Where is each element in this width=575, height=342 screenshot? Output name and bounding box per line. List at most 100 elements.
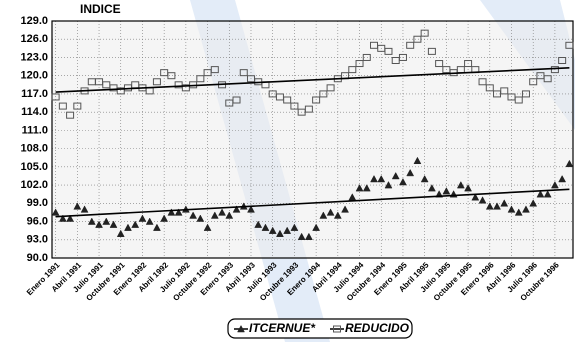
square-marker: [435, 60, 444, 68]
triangle-marker: [218, 208, 226, 216]
triangle-marker: [254, 220, 263, 228]
triangle-marker: [160, 214, 169, 222]
triangle-marker: [297, 232, 306, 240]
legend-box: [227, 318, 413, 339]
triangle-marker: [196, 214, 205, 222]
chart-title: INDICE: [80, 2, 121, 16]
triangle-marker: [399, 178, 407, 186]
square-marker: [283, 96, 292, 104]
square-marker: [413, 35, 422, 43]
triangle-marker: [565, 159, 574, 168]
y-tick-label: 102.0: [20, 179, 48, 191]
triangle-marker: [370, 174, 378, 183]
triangle-marker: [95, 220, 103, 228]
triangle-marker: [543, 190, 552, 198]
triangle-marker: [326, 208, 335, 216]
square-marker: [420, 29, 429, 37]
triangle-marker: [355, 184, 364, 192]
triangle-marker: [290, 223, 299, 231]
y-tick-label: 111.0: [22, 124, 48, 136]
triangle-marker: [341, 205, 349, 213]
square-marker: [362, 53, 371, 61]
triangle-marker: [319, 211, 328, 219]
triangle-marker: [442, 187, 451, 195]
legend: ITCERNUE* REDUCIDO: [227, 318, 413, 339]
triangle-marker: [276, 229, 284, 237]
square-marker: [239, 69, 248, 77]
triangle-marker: [247, 205, 255, 213]
square-marker: [312, 96, 321, 104]
triangle-marker: [131, 220, 140, 228]
y-tick-label: 99.0: [27, 197, 48, 209]
y-tick-label: 90.0: [27, 252, 48, 264]
plot-area: [52, 21, 573, 258]
trend-line: [55, 66, 570, 93]
square-marker: [66, 111, 75, 119]
square-marker: [521, 90, 530, 98]
square-marker: [406, 41, 415, 49]
square-marker: [550, 66, 559, 74]
square-marker: [73, 102, 82, 110]
triangle-marker: [362, 184, 371, 192]
y-tick-label: 105.0: [20, 161, 48, 173]
square-marker: [355, 60, 364, 68]
triangle-marker: [66, 214, 75, 222]
triangle-marker: [500, 199, 509, 207]
triangle-marker: [225, 211, 234, 219]
square-marker: [290, 102, 299, 110]
triangle-marker: [51, 208, 60, 216]
triangle-marker: [478, 196, 487, 204]
triangle-marker: [536, 190, 545, 198]
triangle-marker: [268, 226, 277, 234]
trend-line: [55, 188, 570, 218]
triangle-marker: [261, 223, 270, 231]
triangle-marker: [514, 208, 523, 216]
y-tick-label: 120.0: [20, 70, 48, 82]
triangle-marker: [203, 223, 212, 231]
triangle-marker: [124, 223, 132, 231]
triangle-marker: [493, 202, 501, 210]
triangle-marker: [464, 184, 472, 192]
triangle-marker: [145, 217, 154, 225]
square-marker: [384, 47, 393, 55]
square-marker: [304, 105, 313, 113]
y-tick-label: 93.0: [27, 234, 48, 246]
square-marker: [529, 78, 538, 86]
triangle-marker: [391, 171, 400, 180]
square-marker: [167, 72, 176, 80]
triangle-marker: [167, 208, 176, 216]
triangle-marker: [138, 214, 147, 222]
triangle-marker: [529, 199, 538, 207]
triangle-marker: [189, 211, 198, 219]
square-marker: [196, 75, 205, 83]
triangle-marker: [558, 174, 567, 183]
triangle-marker: [210, 211, 219, 219]
triangle-marker: [522, 205, 530, 213]
square-marker: [543, 75, 552, 83]
triangle-marker: [413, 156, 422, 165]
square-marker: [326, 84, 335, 92]
legend-label: ITCERNUE*: [249, 321, 316, 335]
triangle-marker: [384, 181, 393, 189]
y-tick-label: 96.0: [27, 215, 48, 227]
square-marker: [398, 53, 407, 61]
triangle-marker: [232, 205, 241, 213]
square-marker: [51, 93, 60, 101]
legend-label: REDUCIDO: [345, 321, 410, 335]
square-marker: [333, 325, 341, 333]
triangle-marker: [87, 217, 96, 225]
square-marker: [210, 66, 219, 74]
triangle-marker: [153, 223, 161, 231]
triangle-marker: [420, 174, 429, 183]
square-marker: [152, 78, 161, 86]
triangle-marker: [304, 232, 313, 240]
triangle-marker: [116, 229, 125, 237]
triangle-marker: [283, 226, 292, 234]
square-marker: [319, 90, 328, 98]
square-marker: [232, 96, 241, 104]
triangle-marker: [471, 193, 480, 201]
triangle-marker: [427, 184, 436, 192]
y-tick-label: 126.0: [20, 33, 48, 45]
y-tick-label: 129.0: [20, 15, 48, 27]
